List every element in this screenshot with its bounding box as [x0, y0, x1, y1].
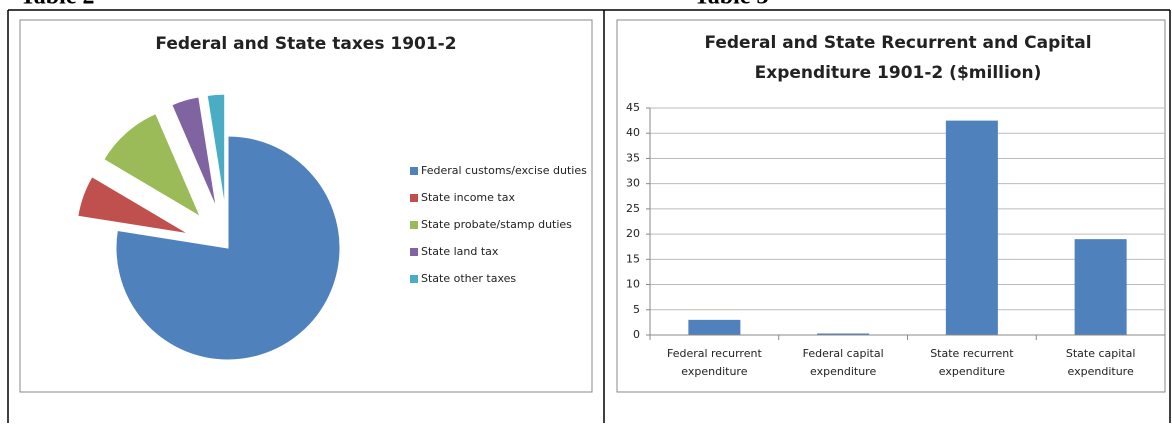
- pie-slice: [171, 96, 217, 208]
- legend-label: State other taxes: [421, 272, 516, 285]
- x-tick-label: Federal capital expenditure: [803, 347, 884, 378]
- y-tick-label: 20: [626, 227, 640, 240]
- pie-slice: [206, 93, 226, 207]
- pie-slice: [115, 135, 341, 361]
- x-tick-label: Federal recurrent expenditure: [667, 347, 762, 378]
- pie-slice: [77, 176, 189, 235]
- y-tick-label: 5: [633, 303, 640, 316]
- caption: Table 2: [20, 0, 94, 10]
- bar: [688, 319, 741, 335]
- chart-title: Federal and State taxes 1901-2: [155, 34, 456, 54]
- bar: [945, 120, 998, 335]
- x-tick-label: State recurrent expenditure: [930, 347, 1014, 378]
- pie-slice: [103, 113, 202, 218]
- bar: [1074, 239, 1127, 335]
- legend-label: State land tax: [421, 245, 499, 258]
- y-tick-label: 40: [626, 126, 640, 139]
- legend-label: State probate/stamp duties: [421, 218, 572, 231]
- legend-label: Federal customs/excise duties: [421, 164, 587, 177]
- y-tick-label: 10: [626, 278, 640, 291]
- legend-swatch: [410, 167, 418, 175]
- y-tick-label: 25: [626, 202, 640, 215]
- bar: [817, 333, 870, 335]
- caption: Table 3: [694, 0, 768, 10]
- chart-title: Federal and State Recurrent and Capital E…: [704, 33, 1091, 83]
- y-tick-label: 15: [626, 252, 640, 265]
- y-tick-label: 45: [626, 101, 640, 114]
- legend-swatch: [410, 248, 418, 256]
- y-tick-label: 30: [626, 177, 640, 190]
- legend-swatch: [410, 194, 418, 202]
- legend-swatch: [410, 275, 418, 283]
- y-tick-label: 0: [633, 328, 640, 341]
- y-tick-label: 35: [626, 151, 640, 164]
- legend-swatch: [410, 221, 418, 229]
- x-tick-label: State capital expenditure: [1066, 347, 1136, 378]
- legend-label: State income tax: [421, 191, 515, 204]
